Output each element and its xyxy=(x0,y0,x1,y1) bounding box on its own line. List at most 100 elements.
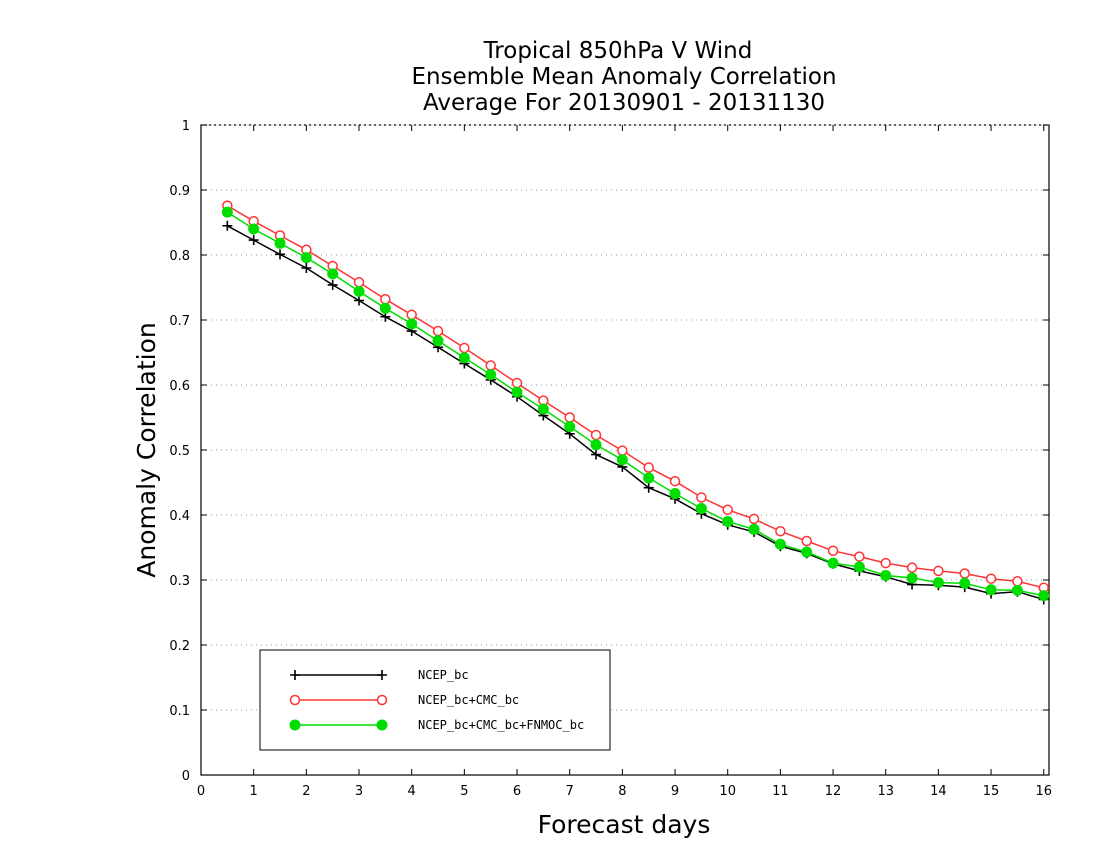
open-circle-marker xyxy=(617,445,628,456)
filled-circle-marker xyxy=(274,237,286,249)
y-axis-title: Anomaly Correlation xyxy=(132,322,161,577)
x-tick-label: 12 xyxy=(825,784,842,799)
x-tick-label: 7 xyxy=(566,784,574,799)
x-tick-label: 0 xyxy=(197,784,205,799)
open-circle-marker xyxy=(1012,576,1023,587)
legend-items: NCEP_bc NCEP_bc+CMC_bc NCEP_bc+CMC_bc+FNMO… xyxy=(289,668,584,732)
filled-circle-marker xyxy=(827,557,839,569)
filled-circle-marker xyxy=(669,488,681,500)
plus-marker xyxy=(354,295,365,306)
y-tick-label: 0.1 xyxy=(169,704,190,719)
plus-marker xyxy=(327,279,338,290)
x-axis-ticks: 0 1 2 3 4 5 6 7 8 9 10 11 12 13 14 15 16 xyxy=(197,125,1052,799)
legend-item: NCEP_bc xyxy=(290,668,469,682)
open-circle-marker xyxy=(459,342,470,354)
series-line xyxy=(226,204,1044,589)
chart-title-line-3: Average For 20130901 - 20131130 xyxy=(423,90,825,116)
open-circle-marker xyxy=(959,568,970,579)
open-circle-marker xyxy=(643,462,654,473)
x-tick-label: 5 xyxy=(460,784,468,799)
x-tick-label: 14 xyxy=(930,784,947,799)
open-circle-marker xyxy=(722,504,733,516)
x-tick-label: 15 xyxy=(983,784,1000,799)
series-group xyxy=(221,200,1050,605)
open-circle-marker xyxy=(775,526,786,537)
open-circle-marker xyxy=(854,551,865,562)
y-tick-label: 1 xyxy=(182,119,190,134)
plus-marker xyxy=(248,235,259,246)
x-tick-label: 8 xyxy=(618,784,626,799)
x-tick-label: 16 xyxy=(1035,784,1052,799)
open-circle-marker xyxy=(906,562,918,573)
filled-circle-marker xyxy=(853,561,865,573)
x-tick-label: 1 xyxy=(250,784,258,799)
open-circle-marker xyxy=(748,513,760,525)
open-circle-marker xyxy=(880,557,891,569)
open-circle-marker xyxy=(432,325,444,337)
series-line xyxy=(226,211,1044,597)
filled-circle-marker xyxy=(458,352,470,364)
y-tick-label: 0.6 xyxy=(169,379,190,394)
open-circle-marker xyxy=(485,360,496,371)
y-tick-label: 0.5 xyxy=(169,444,190,459)
filled-circle-marker xyxy=(221,206,233,218)
chart-title-line-2: Ensemble Mean Anomaly Correlation xyxy=(411,64,836,90)
filled-circle-marker xyxy=(1011,584,1023,596)
open-circle-marker xyxy=(933,565,944,577)
filled-circle-marker xyxy=(748,523,760,535)
x-tick-label: 3 xyxy=(355,784,363,799)
filled-circle-marker xyxy=(880,569,892,581)
filled-circle-marker xyxy=(801,546,813,558)
open-circle-marker xyxy=(289,694,301,706)
filled-circle-marker xyxy=(353,285,365,297)
x-axis-title: Forecast days xyxy=(538,810,711,839)
y-tick-label: 0.9 xyxy=(169,184,190,199)
legend-label: NCEP_bc+CMC_bc+FNMOC_bc xyxy=(418,718,584,732)
x-tick-label: 9 xyxy=(671,784,679,799)
y-tick-label: 0.8 xyxy=(169,249,190,264)
x-tick-label: 13 xyxy=(877,784,894,799)
x-tick-label: 4 xyxy=(408,784,416,799)
legend-item: NCEP_bc+CMC_bc xyxy=(289,693,519,707)
series-1 xyxy=(222,200,1049,594)
legend-label: NCEP_bc+CMC_bc xyxy=(418,693,519,707)
filled-circle-marker xyxy=(432,335,444,347)
filled-circle-marker xyxy=(985,584,997,596)
series-2 xyxy=(221,206,1050,602)
filled-circle-marker xyxy=(511,386,523,398)
series-0 xyxy=(222,220,1049,605)
open-circle-marker xyxy=(380,293,391,305)
x-tick-label: 11 xyxy=(772,784,789,799)
filled-circle-marker xyxy=(327,268,339,280)
filled-circle-marker xyxy=(248,223,260,235)
series-line xyxy=(226,225,1044,601)
filled-circle-marker xyxy=(722,516,734,527)
open-circle-marker xyxy=(590,429,602,441)
y-axis-ticks: 0 0.1 0.2 0.3 0.4 0.5 0.6 0.7 0.8 0.9 1 xyxy=(169,119,1049,784)
plus-marker xyxy=(275,249,286,260)
open-circle-marker xyxy=(827,545,839,556)
open-circle-marker xyxy=(511,377,523,389)
filled-circle-marker xyxy=(537,403,549,415)
open-circle-marker xyxy=(696,492,707,503)
filled-circle-marker xyxy=(564,421,576,433)
open-circle-marker xyxy=(985,573,997,584)
y-tick-label: 0.7 xyxy=(169,314,190,329)
y-tick-label: 0.4 xyxy=(169,509,190,524)
filled-circle-marker xyxy=(1038,590,1050,602)
x-tick-label: 6 xyxy=(513,784,521,799)
filled-circle-marker xyxy=(932,577,944,589)
plus-marker xyxy=(591,449,602,460)
open-circle-marker xyxy=(406,309,417,321)
legend-label: NCEP_bc xyxy=(418,668,469,682)
open-circle-marker xyxy=(801,535,812,547)
filled-circle-marker xyxy=(906,572,918,584)
plus-marker xyxy=(222,220,233,231)
x-tick-label: 10 xyxy=(719,784,736,799)
open-circle-marker xyxy=(669,475,681,487)
legend: NCEP_bc NCEP_bc+CMC_bc NCEP_bc+CMC_bc+FNMO… xyxy=(259,649,611,751)
y-tick-label: 0.2 xyxy=(169,639,190,654)
filled-circle-marker xyxy=(289,719,301,731)
plus-marker xyxy=(643,482,654,493)
